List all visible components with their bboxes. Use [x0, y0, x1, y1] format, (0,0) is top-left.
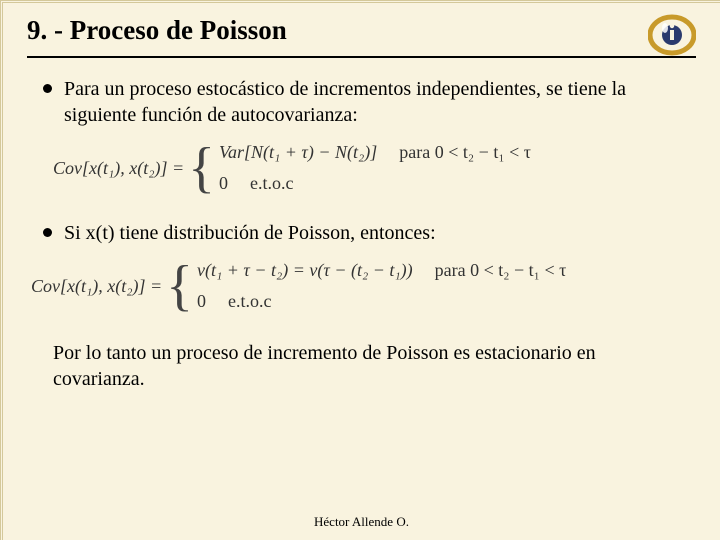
conclusion-text: Por lo tanto un proceso de incremento de… — [53, 340, 670, 392]
case-row: ν(t₁ + τ − t₂) = ν(τ − (t₂ − t₁)) para 0… — [197, 260, 566, 281]
content-area: Para un proceso estocástico de increment… — [3, 58, 720, 392]
formula-1: Cov[x(t₁), x(t₂)] = { Var[N(t₁ + τ) − N(… — [53, 142, 680, 194]
bullet-text: Si x(t) tiene distribución de Poisson, e… — [64, 220, 436, 246]
formula-cases: Var[N(t₁ + τ) − N(t₂)] para 0 < t₂ − t₁ … — [219, 142, 531, 194]
case-expr: ν(t₁ + τ − t₂) = ν(τ − (t₂ − t₁)) — [197, 260, 413, 281]
title-bar: 9. - Proceso de Poisson — [3, 3, 720, 52]
formula-2: Cov[x(t₁), x(t₂)] = { ν(t₁ + τ − t₂) = ν… — [31, 260, 680, 312]
case-condition: para 0 < t₂ − t₁ < τ — [435, 260, 567, 281]
brace-icon: { — [188, 147, 215, 189]
case-row: Var[N(t₁ + τ) − N(t₂)] para 0 < t₂ − t₁ … — [219, 142, 531, 163]
case-expr: 0 — [219, 173, 228, 194]
formula-lhs: Cov[x(t₁), x(t₂)] = — [53, 158, 184, 179]
case-row: 0 e.t.o.c — [219, 173, 531, 194]
logo-icon — [648, 11, 696, 59]
footer-author: Héctor Allende O. — [3, 514, 720, 530]
brace-icon: { — [166, 265, 193, 307]
case-row: 0 e.t.o.c — [197, 291, 566, 312]
bullet-text: Para un proceso estocástico de increment… — [64, 76, 680, 128]
case-condition: e.t.o.c — [228, 291, 271, 312]
case-expr: 0 — [197, 291, 206, 312]
formula-cases: ν(t₁ + τ − t₂) = ν(τ − (t₂ − t₁)) para 0… — [197, 260, 566, 312]
bullet-icon — [43, 84, 52, 93]
bullet-item: Si x(t) tiene distribución de Poisson, e… — [43, 220, 680, 246]
case-condition: e.t.o.c — [250, 173, 293, 194]
bullet-icon — [43, 228, 52, 237]
bullet-item: Para un proceso estocástico de increment… — [43, 76, 680, 128]
slide-title: 9. - Proceso de Poisson — [27, 15, 720, 46]
case-condition: para 0 < t₂ − t₁ < τ — [399, 142, 531, 163]
case-expr: Var[N(t₁ + τ) − N(t₂)] — [219, 142, 377, 163]
formula-lhs: Cov[x(t₁), x(t₂)] = — [31, 276, 162, 297]
